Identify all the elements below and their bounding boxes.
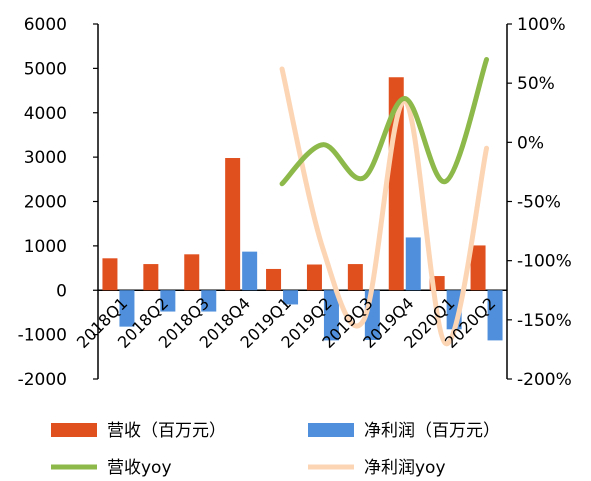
right-tick-label: -100% [517, 252, 572, 272]
right-tick-label: 100% [517, 15, 566, 35]
net-profit-bar [487, 290, 503, 341]
right-tick-label: -200% [517, 370, 572, 390]
legend-label: 营收yoy [107, 458, 172, 478]
left-tick-label: 0 [56, 281, 67, 301]
legend-label: 净利润yoy [364, 458, 446, 478]
right-tick-label: -150% [517, 311, 572, 331]
net-profit-yoy-line [279, 66, 490, 347]
revenue-bar [347, 264, 363, 291]
revenue-bar [470, 245, 486, 291]
revenue-bar [143, 264, 159, 291]
left-tick-label: 3000 [24, 148, 67, 168]
revenue-bar [184, 254, 200, 291]
left-tick-label: -1000 [18, 326, 67, 346]
legend-swatch [308, 423, 354, 437]
left-tick-label: 1000 [24, 237, 67, 257]
revenue-bar [306, 264, 322, 291]
left-tick-label: 2000 [24, 193, 67, 213]
legend-label: 净利润（百万元） [364, 421, 500, 441]
net-profit-bar [283, 290, 299, 305]
lines [279, 57, 490, 347]
net-profit-bar [160, 290, 176, 312]
left-tick-label: 6000 [24, 15, 67, 35]
axes: 6000 5000 4000 3000 2000 1000 0 -1000 -2000 100% 5… [18, 15, 572, 390]
right-tick-label: -50% [517, 193, 561, 213]
right-tick-label: 50% [517, 74, 555, 94]
left-tick-label: 5000 [24, 59, 67, 79]
net-profit-bar [405, 237, 421, 291]
legend: 营收（百万元） 净利润（百万元） 营收yoy 净利润yoy [51, 421, 500, 478]
revenue-bar [102, 258, 118, 291]
revenue-bar [266, 268, 282, 291]
net-profit-bar [201, 290, 217, 312]
revenue-bar [225, 158, 241, 291]
left-tick-label: 4000 [24, 104, 67, 124]
right-tick-label: 0% [517, 133, 544, 153]
left-tick-label: -2000 [18, 370, 67, 390]
bars [102, 77, 503, 341]
net-profit-bar [119, 290, 135, 327]
net-profit-bar [323, 290, 339, 341]
net-profit-bar [242, 251, 258, 291]
category-labels: 2018Q12018Q22018Q32018Q42019Q12019Q22019… [73, 294, 499, 352]
revenue-yoy-line [279, 57, 490, 187]
legend-label: 营收（百万元） [107, 421, 226, 441]
legend-swatch [51, 423, 97, 437]
